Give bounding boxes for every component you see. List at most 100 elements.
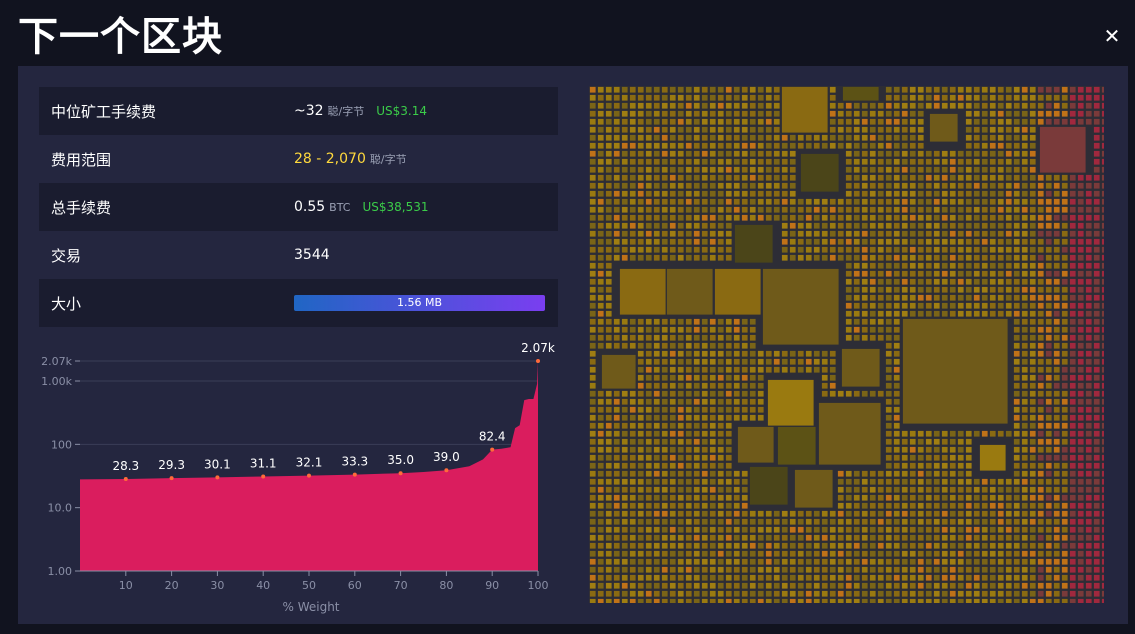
treemap-block-small[interactable] [661, 174, 669, 182]
treemap-block-small[interactable] [1029, 110, 1037, 118]
treemap-block-small[interactable] [925, 518, 933, 526]
treemap-block-small[interactable] [749, 590, 757, 598]
treemap-block-small[interactable] [1021, 382, 1029, 390]
treemap-block-small[interactable] [997, 294, 1005, 302]
treemap-block-small[interactable] [733, 390, 741, 398]
treemap-block-small[interactable] [709, 406, 717, 414]
treemap-block-small[interactable] [1013, 278, 1021, 286]
treemap-block-small[interactable] [741, 166, 749, 174]
treemap-block-small[interactable] [621, 414, 629, 422]
treemap-block-small[interactable] [1061, 350, 1069, 358]
treemap-block-small[interactable] [677, 246, 685, 254]
treemap-block-small[interactable] [1101, 454, 1109, 462]
treemap-block-small[interactable] [685, 366, 693, 374]
treemap-block-small[interactable] [893, 214, 901, 222]
treemap-block-small[interactable] [677, 102, 685, 110]
treemap-block-small[interactable] [933, 190, 941, 198]
treemap-block-small[interactable] [957, 534, 965, 542]
treemap-block-small[interactable] [637, 462, 645, 470]
treemap-block-small[interactable] [789, 574, 797, 582]
treemap-block-small[interactable] [1021, 534, 1029, 542]
treemap-block-small[interactable] [925, 158, 933, 166]
treemap-block-small[interactable] [997, 182, 1005, 190]
treemap-block-small[interactable] [885, 486, 893, 494]
treemap-block-small[interactable] [917, 486, 925, 494]
treemap-block-small[interactable] [1013, 318, 1021, 326]
treemap-block-small[interactable] [1101, 94, 1109, 102]
treemap-block-small[interactable] [741, 318, 749, 326]
treemap-block-small[interactable] [597, 398, 605, 406]
treemap-block-small[interactable] [701, 486, 709, 494]
treemap-block-small[interactable] [645, 350, 653, 358]
treemap-block-small[interactable] [637, 222, 645, 230]
treemap-block-small[interactable] [605, 270, 613, 278]
treemap-block-small[interactable] [949, 598, 957, 606]
treemap-block-small[interactable] [1037, 350, 1045, 358]
treemap-block-small[interactable] [941, 294, 949, 302]
treemap-block-small[interactable] [1093, 238, 1101, 246]
treemap-block-small[interactable] [1021, 134, 1029, 142]
treemap-block-small[interactable] [589, 374, 597, 382]
treemap-block-small[interactable] [1077, 470, 1085, 478]
treemap-block-small[interactable] [1005, 286, 1013, 294]
treemap-block-small[interactable] [853, 198, 861, 206]
treemap-block-small[interactable] [653, 134, 661, 142]
treemap-block-small[interactable] [1069, 342, 1077, 350]
treemap-block-small[interactable] [1093, 310, 1101, 318]
treemap-block-small[interactable] [749, 142, 757, 150]
treemap-block-small[interactable] [749, 134, 757, 142]
treemap-block-small[interactable] [1101, 566, 1109, 574]
treemap-block-small[interactable] [765, 142, 773, 150]
treemap-block-small[interactable] [1013, 286, 1021, 294]
treemap-block-small[interactable] [917, 446, 925, 454]
treemap-block-small[interactable] [1077, 110, 1085, 118]
treemap-block-small[interactable] [925, 198, 933, 206]
treemap-block-small[interactable] [933, 518, 941, 526]
treemap-block-small[interactable] [1093, 438, 1101, 446]
treemap-block-small[interactable] [653, 462, 661, 470]
treemap-block-small[interactable] [685, 398, 693, 406]
treemap-block-small[interactable] [757, 206, 765, 214]
treemap-block-small[interactable] [621, 478, 629, 486]
treemap-block-small[interactable] [1077, 278, 1085, 286]
treemap-block-small[interactable] [1053, 478, 1061, 486]
treemap-block-small[interactable] [1053, 182, 1061, 190]
treemap-block-small[interactable] [653, 566, 661, 574]
treemap-block-small[interactable] [693, 494, 701, 502]
treemap-block-small[interactable] [965, 542, 973, 550]
treemap-block-small[interactable] [597, 486, 605, 494]
treemap-block-small[interactable] [917, 198, 925, 206]
treemap-block-small[interactable] [1029, 454, 1037, 462]
treemap-block-small[interactable] [933, 462, 941, 470]
treemap-block-small[interactable] [989, 238, 997, 246]
treemap-block-small[interactable] [957, 526, 965, 534]
treemap-block-small[interactable] [1101, 518, 1109, 526]
treemap-block-small[interactable] [749, 574, 757, 582]
treemap-block-small[interactable] [1093, 294, 1101, 302]
treemap-block-small[interactable] [1077, 574, 1085, 582]
treemap-block-small[interactable] [589, 342, 597, 350]
treemap-block-small[interactable] [669, 486, 677, 494]
treemap-block-small[interactable] [1013, 302, 1021, 310]
treemap-block-small[interactable] [1005, 486, 1013, 494]
treemap-block-small[interactable] [933, 502, 941, 510]
treemap-block-small[interactable] [1045, 310, 1053, 318]
treemap-block-small[interactable] [645, 166, 653, 174]
treemap-block-small[interactable] [1061, 558, 1069, 566]
treemap-block-small[interactable] [613, 534, 621, 542]
treemap-block-small[interactable] [901, 262, 909, 270]
treemap-block-small[interactable] [853, 310, 861, 318]
treemap-block-small[interactable] [941, 526, 949, 534]
treemap-block-small[interactable] [685, 550, 693, 558]
treemap-block-small[interactable] [989, 590, 997, 598]
treemap-block-small[interactable] [589, 438, 597, 446]
treemap-block-small[interactable] [701, 222, 709, 230]
treemap-block-small[interactable] [741, 526, 749, 534]
treemap-block-small[interactable] [1061, 262, 1069, 270]
treemap-block-small[interactable] [981, 278, 989, 286]
treemap-block-small[interactable] [1077, 310, 1085, 318]
treemap-block-small[interactable] [1085, 470, 1093, 478]
treemap-block-small[interactable] [789, 230, 797, 238]
treemap-block-small[interactable] [1029, 342, 1037, 350]
treemap-block-small[interactable] [725, 422, 733, 430]
